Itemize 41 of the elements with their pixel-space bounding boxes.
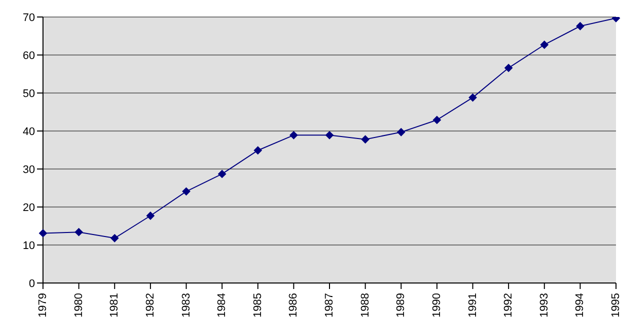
y-tick-label: 40 — [22, 126, 35, 138]
point — [254, 146, 262, 154]
x-tick-label: 1989 — [395, 293, 408, 318]
point — [540, 40, 548, 49]
point — [468, 94, 477, 102]
x-tick-label: 1987 — [324, 293, 336, 318]
x-tick-label: 1994 — [574, 293, 586, 318]
x-tick-label: 1991 — [466, 293, 479, 318]
x-tick-label: 1984 — [216, 293, 228, 318]
point — [218, 170, 226, 178]
y-tick-label: 50 — [22, 88, 35, 100]
point — [504, 64, 513, 72]
point — [576, 22, 584, 30]
x-tick-label: 1985 — [252, 293, 264, 318]
y-tick-label: 60 — [22, 50, 35, 62]
point — [146, 212, 154, 220]
y-tick-label: 20 — [22, 202, 35, 214]
x-tick-label: 1990 — [430, 293, 443, 318]
point — [182, 187, 190, 196]
x-tick-label: 1988 — [359, 293, 372, 318]
y-tick-label: 30 — [22, 164, 35, 176]
x-tick-label: 1993 — [538, 293, 550, 318]
y-tick-label: 10 — [22, 240, 35, 252]
point — [110, 234, 119, 242]
point — [432, 116, 441, 124]
x-tick-label: 1986 — [288, 293, 300, 318]
point — [74, 228, 83, 236]
x-tick-label: 1982 — [144, 293, 156, 318]
x-tick-label: 1992 — [502, 293, 515, 318]
x-tick-label: 1981 — [108, 293, 121, 318]
x-tick-label: 1995 — [610, 293, 622, 318]
y-tick-label: 0 — [28, 278, 35, 290]
x-tick-label: 1983 — [180, 293, 192, 318]
point — [39, 229, 47, 238]
x-tick-label: 1980 — [72, 293, 85, 318]
y-tick-label: 70 — [22, 12, 35, 24]
point — [397, 128, 406, 136]
point — [290, 131, 298, 140]
point — [326, 131, 334, 140]
x-tick-label: 1979 — [37, 293, 49, 318]
point — [361, 135, 370, 144]
